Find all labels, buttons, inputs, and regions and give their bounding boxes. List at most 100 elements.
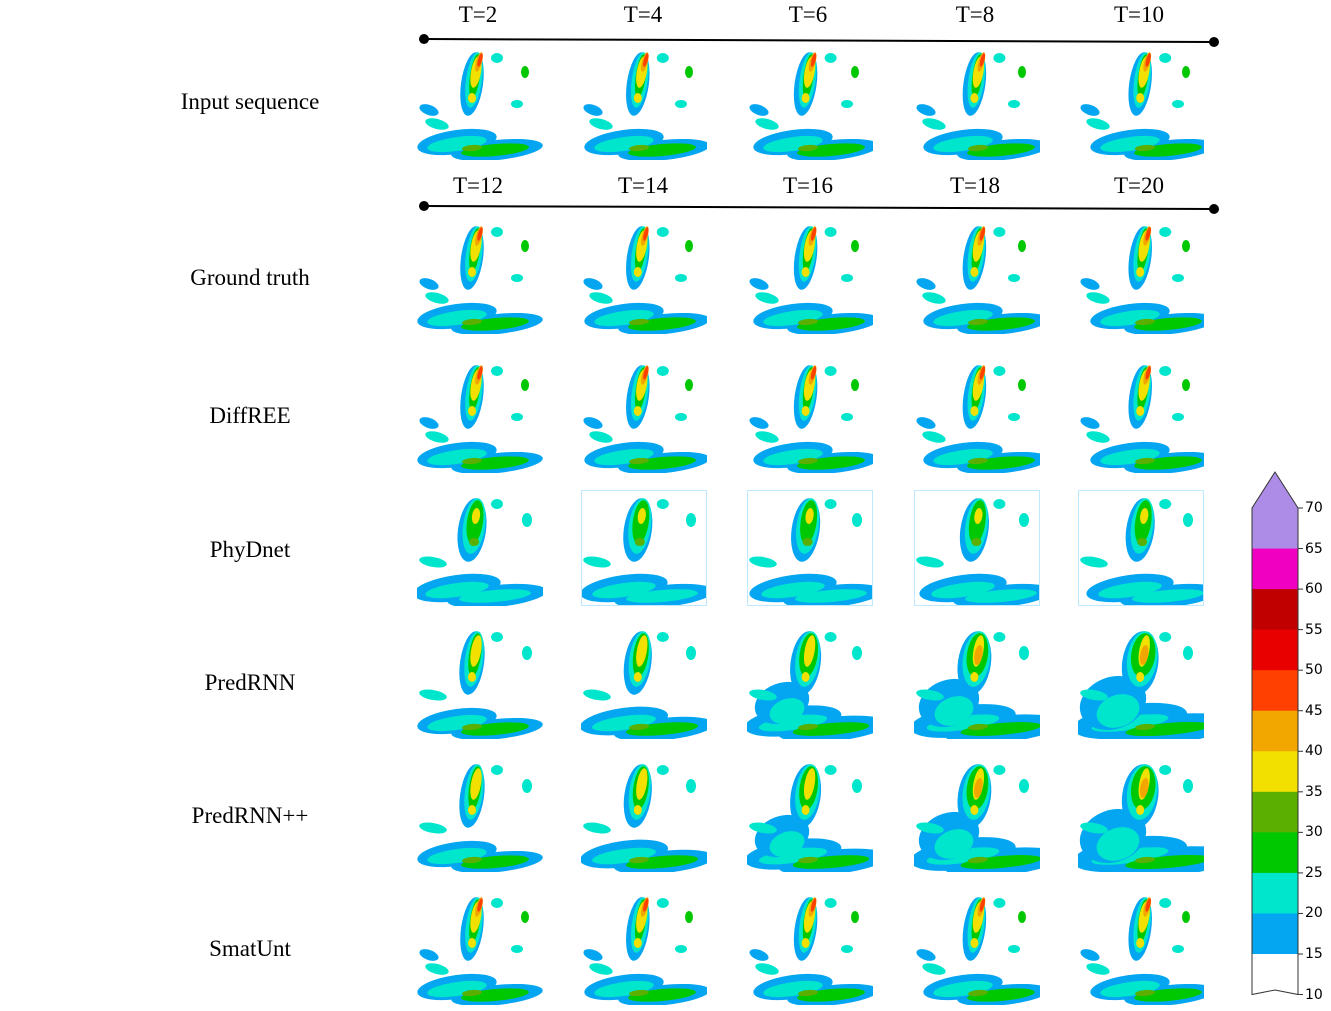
radar-frame-image bbox=[749, 226, 879, 336]
radar-frame-image bbox=[583, 897, 710, 1007]
radar-frame-image bbox=[417, 226, 543, 336]
radar-frame bbox=[580, 490, 714, 609]
radar-frame bbox=[747, 357, 879, 475]
time-label: T=4 bbox=[623, 2, 663, 27]
row-label-phydnet: PhyDnet bbox=[209, 537, 291, 562]
time-label: T=8 bbox=[955, 2, 995, 27]
radar-frame bbox=[581, 44, 710, 162]
time-label: T=18 bbox=[949, 173, 1001, 198]
colorbar-tick-label: 55 bbox=[1305, 621, 1323, 638]
radar-frame bbox=[581, 218, 710, 336]
colorbar-tick-label: 50 bbox=[1305, 662, 1323, 679]
time-label: T=12 bbox=[452, 173, 504, 198]
colorbar-tick-label: 30 bbox=[1305, 824, 1323, 841]
radar-frame-image bbox=[413, 498, 547, 609]
radar-frame bbox=[417, 756, 543, 874]
radar-frame bbox=[417, 889, 543, 1007]
radar-frame bbox=[1078, 44, 1216, 162]
radar-frame-image bbox=[916, 226, 1049, 336]
colorbar-band-30-35 bbox=[1252, 791, 1298, 833]
radar-frame bbox=[747, 490, 883, 609]
radar-frame-image bbox=[417, 631, 543, 741]
radar-frame-image bbox=[1080, 226, 1216, 336]
radar-frame-image bbox=[417, 764, 543, 874]
colorbar-band-15-20 bbox=[1252, 913, 1298, 955]
radar-frame bbox=[744, 623, 888, 743]
radar-frame bbox=[581, 357, 710, 475]
radar-frame-image bbox=[916, 52, 1049, 162]
radar-frame bbox=[1078, 218, 1216, 336]
row-label-diffree: DiffREE bbox=[209, 403, 291, 428]
radar-frame-image bbox=[914, 490, 1053, 609]
colorbar-band-10-15 bbox=[1252, 954, 1298, 995]
colorbar-band-45-50 bbox=[1252, 670, 1298, 712]
radar-frame-image bbox=[916, 897, 1049, 1007]
radar-frame bbox=[1072, 623, 1234, 745]
radar-frame bbox=[579, 756, 715, 875]
radar-frame bbox=[417, 44, 543, 162]
colorbar-band-40-45 bbox=[1252, 710, 1298, 752]
colorbar-band-25-30 bbox=[1252, 832, 1298, 874]
radar-frame-image bbox=[579, 764, 715, 875]
radar-frame-image bbox=[744, 631, 888, 743]
colorbar-tick-label: 20 bbox=[1305, 905, 1323, 922]
radar-frame bbox=[910, 756, 1062, 877]
radar-frame-image bbox=[417, 365, 543, 475]
row-label-smatunt: SmatUnt bbox=[209, 936, 291, 961]
radar-frame bbox=[1072, 756, 1234, 878]
colorbar-tick-label: 15 bbox=[1305, 946, 1323, 962]
colorbar-tick-label: 10 bbox=[1305, 986, 1323, 1003]
radar-frame bbox=[914, 490, 1053, 609]
colorbar-tick-label: 40 bbox=[1305, 743, 1323, 760]
row-label-ground-truth: Ground truth bbox=[190, 265, 310, 290]
radar-frame bbox=[417, 623, 543, 741]
radar-frame-image bbox=[747, 490, 883, 609]
radar-frame bbox=[1078, 357, 1216, 475]
colorbar-band-55-60 bbox=[1252, 589, 1298, 631]
radar-frame-image bbox=[580, 490, 714, 609]
radar-frame-image bbox=[583, 365, 710, 475]
radar-frame bbox=[417, 218, 543, 336]
radar-frame-image bbox=[749, 365, 879, 475]
time-label: T=16 bbox=[782, 173, 834, 198]
radar-frame-image bbox=[1080, 52, 1216, 162]
radar-frame bbox=[579, 623, 715, 742]
row-label-predrnn: PredRNN bbox=[204, 670, 296, 695]
radar-frame bbox=[1078, 490, 1220, 609]
colorbar-band-60-65 bbox=[1252, 548, 1298, 590]
radar-frame bbox=[914, 44, 1049, 162]
radar-frame-image bbox=[744, 764, 888, 876]
row-label-input-sequence: Input sequence bbox=[180, 89, 320, 114]
radar-frame-image bbox=[910, 764, 1062, 877]
radar-frame bbox=[413, 490, 547, 609]
radar-frame bbox=[747, 44, 879, 162]
colorbar-tick-label: 25 bbox=[1305, 864, 1323, 881]
colorbar-tick-label: 65 bbox=[1305, 540, 1323, 557]
radar-frame-image bbox=[749, 897, 879, 1007]
radar-frame-image bbox=[417, 52, 543, 162]
time-label: T=20 bbox=[1113, 173, 1165, 198]
colorbar-band-35-40 bbox=[1252, 751, 1298, 793]
radar-frame bbox=[914, 218, 1049, 336]
radar-frame-image bbox=[749, 52, 879, 162]
radar-frame bbox=[581, 889, 710, 1007]
radar-frame-image bbox=[583, 52, 710, 162]
colorbar-tick-label: 60 bbox=[1305, 581, 1323, 598]
radar-frame-image bbox=[910, 631, 1062, 744]
colorbar-band-50-55 bbox=[1252, 629, 1298, 671]
radar-frame bbox=[417, 357, 543, 475]
radar-frame bbox=[744, 756, 888, 876]
radar-frame-image bbox=[1078, 490, 1220, 609]
radar-frame-image bbox=[417, 897, 543, 1007]
output-timeline bbox=[419, 201, 1219, 214]
radar-frame-image bbox=[1072, 764, 1234, 878]
time-label: T=14 bbox=[617, 173, 669, 198]
colorbar-tick-label: 70 bbox=[1305, 500, 1323, 516]
radar-frame-image bbox=[583, 226, 710, 336]
radar-frame-image bbox=[916, 365, 1049, 475]
row-label-predrnn-plus: PredRNN++ bbox=[191, 803, 309, 828]
radar-frame-image bbox=[579, 631, 715, 742]
radar-frame-image bbox=[1080, 365, 1216, 475]
radar-frame bbox=[747, 889, 879, 1007]
radar-frame bbox=[914, 889, 1049, 1007]
